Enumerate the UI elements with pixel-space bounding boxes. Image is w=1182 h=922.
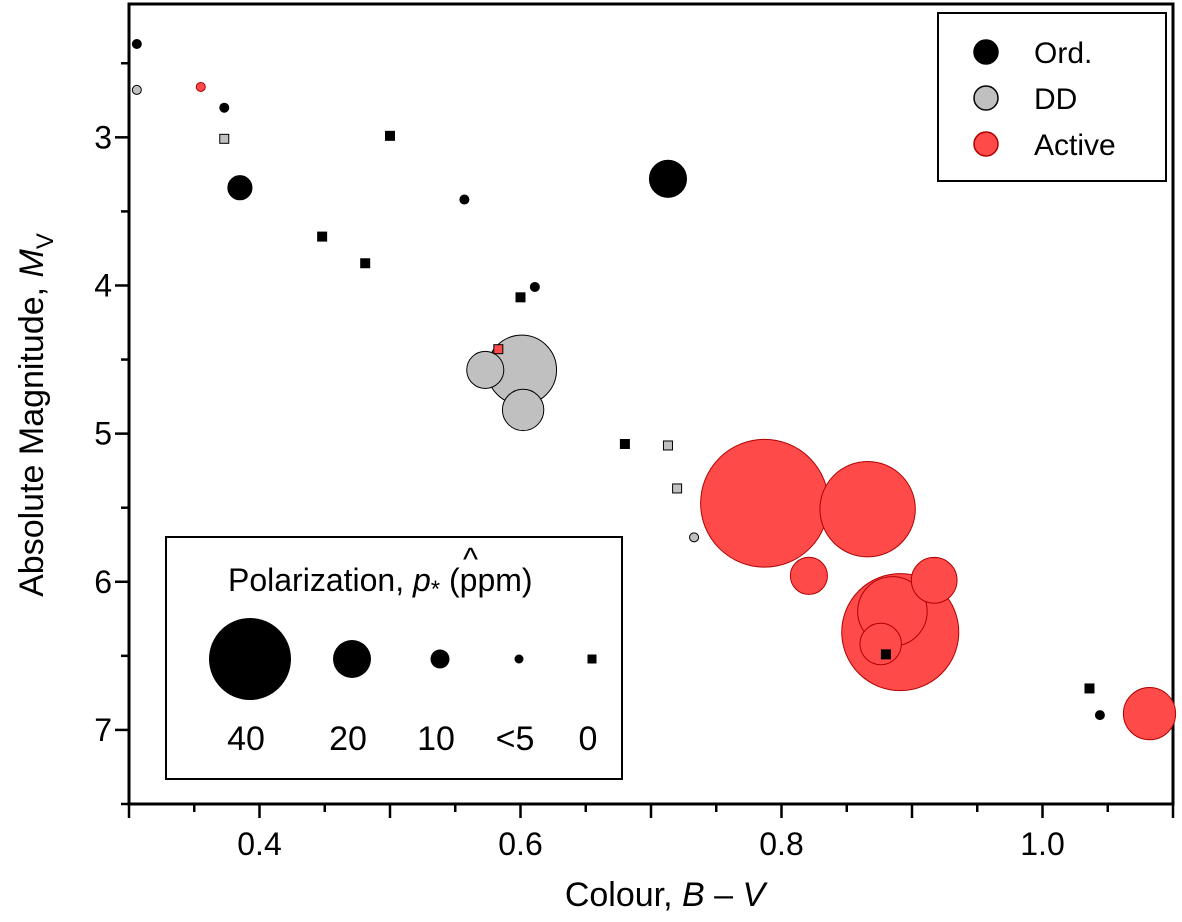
data-point-square: [619, 439, 630, 449]
data-point-square: [360, 258, 371, 269]
data-point-square: [317, 231, 328, 242]
size-legend-label: <5: [496, 720, 535, 758]
size-legend-markers: 40 20 10 <5 0: [209, 618, 597, 758]
y-tick-label: 7: [94, 712, 112, 748]
data-point-circle: [501, 388, 545, 432]
data-point-circle: [789, 556, 828, 595]
data-point-circle: [131, 84, 142, 95]
size-legend-marker-circle: [514, 654, 524, 664]
data-point-circle: [131, 39, 142, 49]
x-tick-labels: 0.4 0.6 0.8 1.0: [237, 826, 1064, 862]
legend-marker-ord: [973, 39, 999, 65]
data-point-circle: [819, 460, 916, 558]
data-point-square: [515, 292, 526, 303]
data-point-circle: [529, 281, 540, 292]
axis-ticks: [115, 62, 1175, 818]
y-tick-label: 5: [94, 416, 112, 452]
size-legend: Polarization, p* (ppm) ^ 40 20 10 <5 0: [165, 536, 623, 780]
data-points: [131, 39, 1177, 741]
data-point-circle: [227, 175, 253, 201]
y-tick-labels: 3 4 5 6 7: [94, 119, 112, 748]
legend-label-ord: Ord.: [1034, 37, 1092, 70]
data-point-circle: [700, 438, 829, 568]
data-point-square: [219, 133, 230, 144]
y-tick-label: 6: [94, 564, 112, 600]
y-tick-label: 4: [94, 267, 112, 303]
data-point-square: [672, 483, 683, 494]
data-point-circle: [648, 159, 688, 198]
p-hat-icon: ^: [463, 541, 478, 577]
x-tick-label: 0.4: [237, 826, 281, 862]
size-legend-marker-square: [587, 654, 597, 664]
y-axis-title: Absolute Magnitude, MV: [13, 233, 59, 597]
legend-label-dd: DD: [1034, 83, 1077, 116]
legend-marker-dd: [973, 85, 999, 111]
data-point-circle: [466, 350, 505, 389]
size-legend-label: 20: [329, 720, 367, 758]
y-axis-title-m: M: [13, 248, 51, 277]
group-legend: Ord. DD Active: [937, 12, 1167, 182]
x-axis-title: Colour, B – V: [565, 876, 769, 914]
data-point-circle: [195, 81, 206, 92]
data-point-circle: [1122, 687, 1177, 741]
x-tick-label: 0.8: [759, 826, 803, 862]
data-point-square: [385, 130, 395, 141]
data-point-circle: [910, 556, 958, 604]
size-legend-title-sub: *: [431, 576, 440, 603]
x-tick-label: 1.0: [1020, 826, 1064, 862]
size-legend-title-p: p: [412, 562, 431, 598]
size-legend-marker-circle: [430, 649, 450, 669]
data-point-circle: [219, 102, 230, 113]
size-legend-title-unit: (ppm): [440, 562, 532, 598]
data-point-square: [880, 649, 891, 660]
size-legend-title: Polarization, p* (ppm): [228, 562, 533, 603]
data-point-square: [1084, 683, 1095, 694]
legend-label-active: Active: [1034, 129, 1116, 162]
data-point-square: [662, 440, 673, 451]
data-point-square: [493, 344, 504, 355]
data-point-circle: [859, 622, 902, 666]
size-legend-label: 10: [417, 720, 455, 758]
size-legend-marker-circle: [209, 618, 291, 700]
size-legend-label: 0: [579, 720, 598, 758]
size-legend-title-main: Polarization,: [228, 562, 413, 598]
x-axis-title-b: B: [682, 876, 705, 914]
data-point-circle: [689, 532, 700, 543]
data-point-circle: [459, 194, 470, 205]
size-legend-marker-circle: [333, 640, 371, 678]
y-axis-title-main: Absolute Magnitude,: [13, 277, 51, 596]
y-axis-title-sub: V: [32, 233, 59, 249]
x-tick-label: 0.6: [498, 826, 542, 862]
y-tick-label: 3: [94, 119, 112, 155]
x-axis-title-dash: –: [705, 876, 743, 914]
x-axis-title-main: Colour,: [565, 876, 682, 914]
data-point-circle: [1094, 710, 1105, 721]
size-legend-label: 40: [227, 720, 265, 758]
legend-marker-active: [973, 131, 999, 157]
x-axis-title-v: V: [743, 876, 769, 914]
